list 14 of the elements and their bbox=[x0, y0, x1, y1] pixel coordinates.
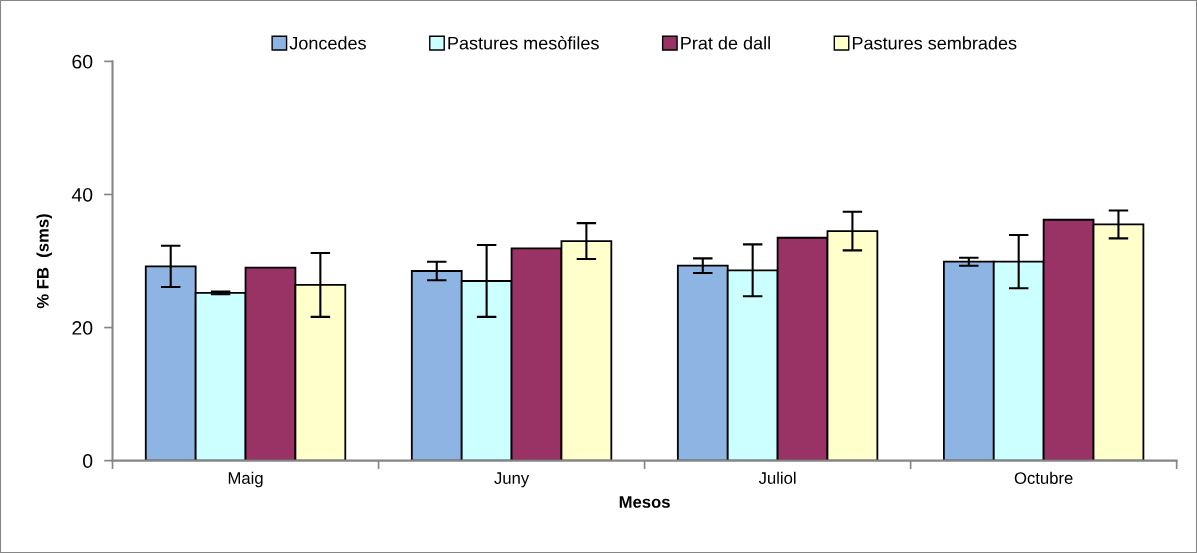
y-tick-label: 60 bbox=[72, 54, 93, 69]
x-tick-label: Maig bbox=[228, 471, 263, 488]
x-axis-title: Mesos bbox=[619, 496, 670, 508]
x-tick-label: Juliol bbox=[758, 471, 796, 484]
y-axis-title: % FB (sms) bbox=[36, 214, 52, 309]
legend-label: Pastures mesòfiles bbox=[448, 36, 599, 50]
y-tick-label: 20 bbox=[72, 321, 93, 335]
legend-label: Pastures sembrades bbox=[852, 36, 1017, 50]
legend-label: Prat de dall bbox=[681, 36, 770, 50]
y-tick-label: 0 bbox=[83, 454, 93, 468]
x-tick-label: Juny bbox=[494, 472, 530, 488]
x-tick-label: Octubre bbox=[1014, 471, 1073, 484]
y-tick-label: 40 bbox=[71, 187, 93, 202]
legend-label: Joncedes bbox=[289, 36, 366, 50]
